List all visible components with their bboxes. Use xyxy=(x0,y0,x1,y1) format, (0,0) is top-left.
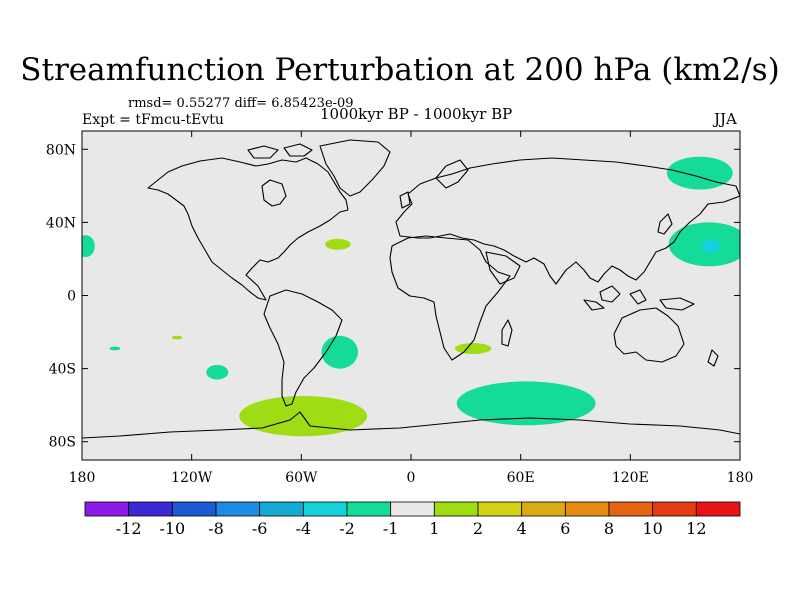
x-tick-label-4: 60E xyxy=(507,470,535,486)
colorbar-label-0: -12 xyxy=(116,519,142,538)
colorbar-label-8: 2 xyxy=(473,519,483,538)
y-tick-label-4: 80S xyxy=(49,435,76,451)
anomaly-patch-6 xyxy=(321,335,358,369)
x-tick-label-2: 60W xyxy=(285,470,318,486)
x-tick-label-1: 120W xyxy=(171,470,213,486)
y-axis: 80N 40N 0 40S 80S xyxy=(46,142,740,451)
map-background xyxy=(82,131,740,460)
x-tick-label-5: 120E xyxy=(612,470,649,486)
colorbar-label-11: 8 xyxy=(604,519,614,538)
colorbar-label-13: 12 xyxy=(686,519,706,538)
colorbar-label-5: -2 xyxy=(339,519,355,538)
anomaly-patch-5 xyxy=(206,364,229,380)
colorbar-swatch-14 xyxy=(695,501,741,517)
colorbar-label-3: -6 xyxy=(252,519,268,538)
x-tick-label-0: 180 xyxy=(69,470,96,486)
colorbar-swatch-4 xyxy=(259,501,304,517)
stats-text: rmsd= 0.55277 diff= 6.85423e-09 xyxy=(128,96,354,111)
colorbar-label-12: 10 xyxy=(642,519,662,538)
colorbar-swatch-2 xyxy=(171,501,217,517)
colorbar-swatch-11 xyxy=(564,501,610,517)
experiment-label: Expt = tFmcu-tEvtu xyxy=(82,112,224,128)
colorbar: -12 -10 -8 -6 -4 -2 -1 1 2 4 6 8 10 12 xyxy=(84,501,741,538)
x-axis: 180 120W 60W 0 60E 120E 180 xyxy=(69,131,754,486)
coastlines xyxy=(82,139,740,439)
colorbar-label-10: 6 xyxy=(560,519,570,538)
colorbar-swatch-12 xyxy=(608,501,654,517)
y-tick-label-3: 40S xyxy=(49,362,76,378)
anomaly-patch-11 xyxy=(171,335,183,340)
colorbar-label-9: 4 xyxy=(517,519,527,538)
anomaly-patch-4 xyxy=(325,238,351,250)
x-tick-label-3: 0 xyxy=(407,470,416,486)
season-label: JJA xyxy=(714,110,737,128)
colorbar-label-4: -4 xyxy=(296,519,312,538)
y-tick-label-1: 40N xyxy=(46,215,76,231)
colorbar-swatch-7 xyxy=(390,501,435,517)
x-tick-label-6: 180 xyxy=(727,470,754,486)
colorbar-swatch-9 xyxy=(477,501,523,517)
y-tick-label-0: 80N xyxy=(46,142,76,158)
anomaly-patch-7 xyxy=(454,343,492,354)
colorbar-swatch-5 xyxy=(302,501,348,517)
colorbar-label-2: -8 xyxy=(208,519,224,538)
colorbar-swatch-13 xyxy=(652,501,697,517)
anomaly-patch-2 xyxy=(701,238,720,254)
anomaly-patch-8 xyxy=(456,381,596,426)
colorbar-swatch-0 xyxy=(84,501,130,517)
colorbar-swatch-8 xyxy=(433,501,479,517)
colorbar-swatch-10 xyxy=(521,501,566,517)
colorbar-swatch-3 xyxy=(215,501,261,517)
y-tick-label-2: 0 xyxy=(67,289,76,305)
colorbar-swatch-1 xyxy=(128,501,173,517)
period-label: 1000kyr BP - 1000kyr BP xyxy=(320,105,513,123)
anomaly-patch-10 xyxy=(109,346,121,351)
colorbar-swatch-6 xyxy=(346,501,392,517)
anomaly-patch-0 xyxy=(666,156,733,190)
anomaly-patch-3 xyxy=(82,235,95,258)
chart-title: Streamfunction Perturbation at 200 hPa (… xyxy=(20,52,780,88)
colorbar-label-7: 1 xyxy=(429,519,439,538)
colorbar-label-6: -1 xyxy=(383,519,399,538)
colorbar-label-1: -10 xyxy=(159,519,185,538)
